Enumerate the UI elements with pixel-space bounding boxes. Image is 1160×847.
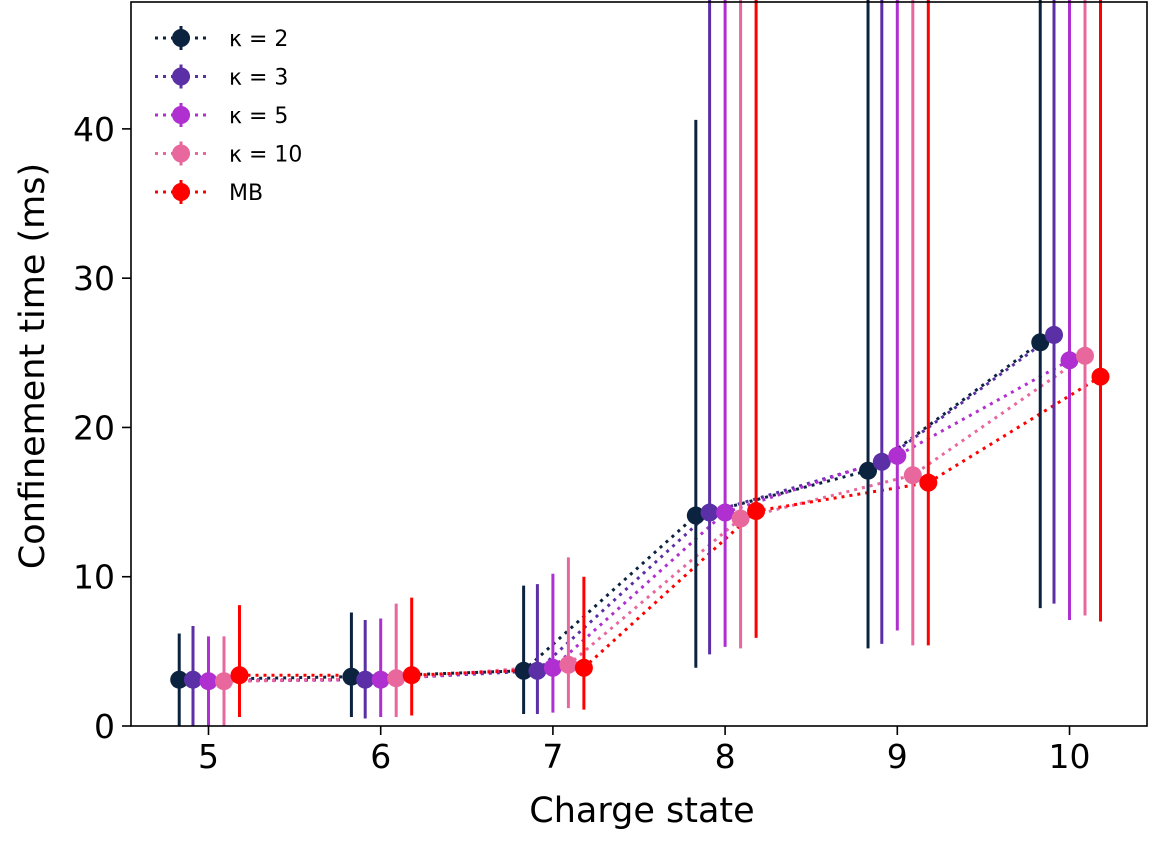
- series-line-4: [240, 377, 1101, 676]
- data-point-1-5: [1045, 326, 1063, 344]
- data-point-1-0: [184, 671, 202, 689]
- data-point-2-4: [888, 447, 906, 465]
- data-point-3-1: [387, 669, 405, 687]
- legend-label-1: κ = 3: [229, 66, 288, 91]
- y-tick-label-3: 30: [73, 259, 115, 298]
- data-point-4-5: [1092, 368, 1110, 386]
- legend-label-3: κ = 10: [229, 143, 302, 168]
- data-point-1-4: [873, 453, 891, 471]
- y-tick-label-0: 0: [94, 707, 115, 746]
- series-line-2: [209, 360, 1070, 681]
- legend: κ = 2 κ = 3 κ = 5 κ = 10 MB: [155, 26, 302, 206]
- data-point-2-0: [199, 672, 217, 690]
- data-point-4-0: [230, 666, 248, 684]
- legend-marker-4: [172, 183, 190, 201]
- legend-marker-3: [172, 145, 190, 163]
- data-point-3-4: [904, 466, 922, 484]
- legend-marker-1: [172, 68, 190, 86]
- x-tick-label-0: 5: [198, 737, 219, 776]
- data-point-1-3: [701, 504, 719, 522]
- data-point-3-3: [732, 510, 750, 528]
- x-tick-label-5: 10: [1049, 737, 1091, 776]
- x-axis-label: Charge state: [529, 791, 754, 831]
- data-point-3-0: [215, 672, 233, 690]
- data-point-4-1: [403, 666, 421, 684]
- data-point-2-3: [716, 504, 734, 522]
- data-point-4-2: [575, 659, 593, 677]
- data-point-3-5: [1076, 347, 1094, 365]
- y-axis-label: Confinement time (ms): [13, 163, 53, 569]
- data-point-2-5: [1061, 351, 1079, 369]
- series-line-0: [179, 342, 1040, 679]
- data-point-2-2: [544, 659, 562, 677]
- data-point-4-3: [747, 502, 765, 520]
- data-point-1-1: [356, 671, 374, 689]
- series-line-1: [193, 335, 1054, 680]
- x-tick-label-2: 7: [542, 737, 563, 776]
- legend-marker-0: [172, 29, 190, 47]
- x-tick-label-1: 6: [370, 737, 391, 776]
- data-point-1-2: [528, 662, 546, 680]
- plot-area: [170, 0, 1109, 726]
- legend-label-4: MB: [229, 181, 263, 206]
- data-point-3-2: [559, 656, 577, 674]
- y-tick-label-1: 10: [73, 558, 115, 597]
- y-tick-label-2: 20: [73, 408, 115, 447]
- data-point-4-4: [919, 474, 937, 492]
- legend-label-0: κ = 2: [229, 27, 288, 52]
- axes: 5 6 7 8 9 10 0 10 20 30 40 Charge state Confinement …: [13, 2, 1147, 831]
- data-point-2-1: [372, 671, 390, 689]
- x-tick-label-3: 8: [715, 737, 736, 776]
- legend-marker-2: [172, 106, 190, 124]
- y-tick-label-4: 40: [73, 110, 115, 149]
- x-tick-label-4: 9: [887, 737, 908, 776]
- legend-label-2: κ = 5: [229, 104, 288, 129]
